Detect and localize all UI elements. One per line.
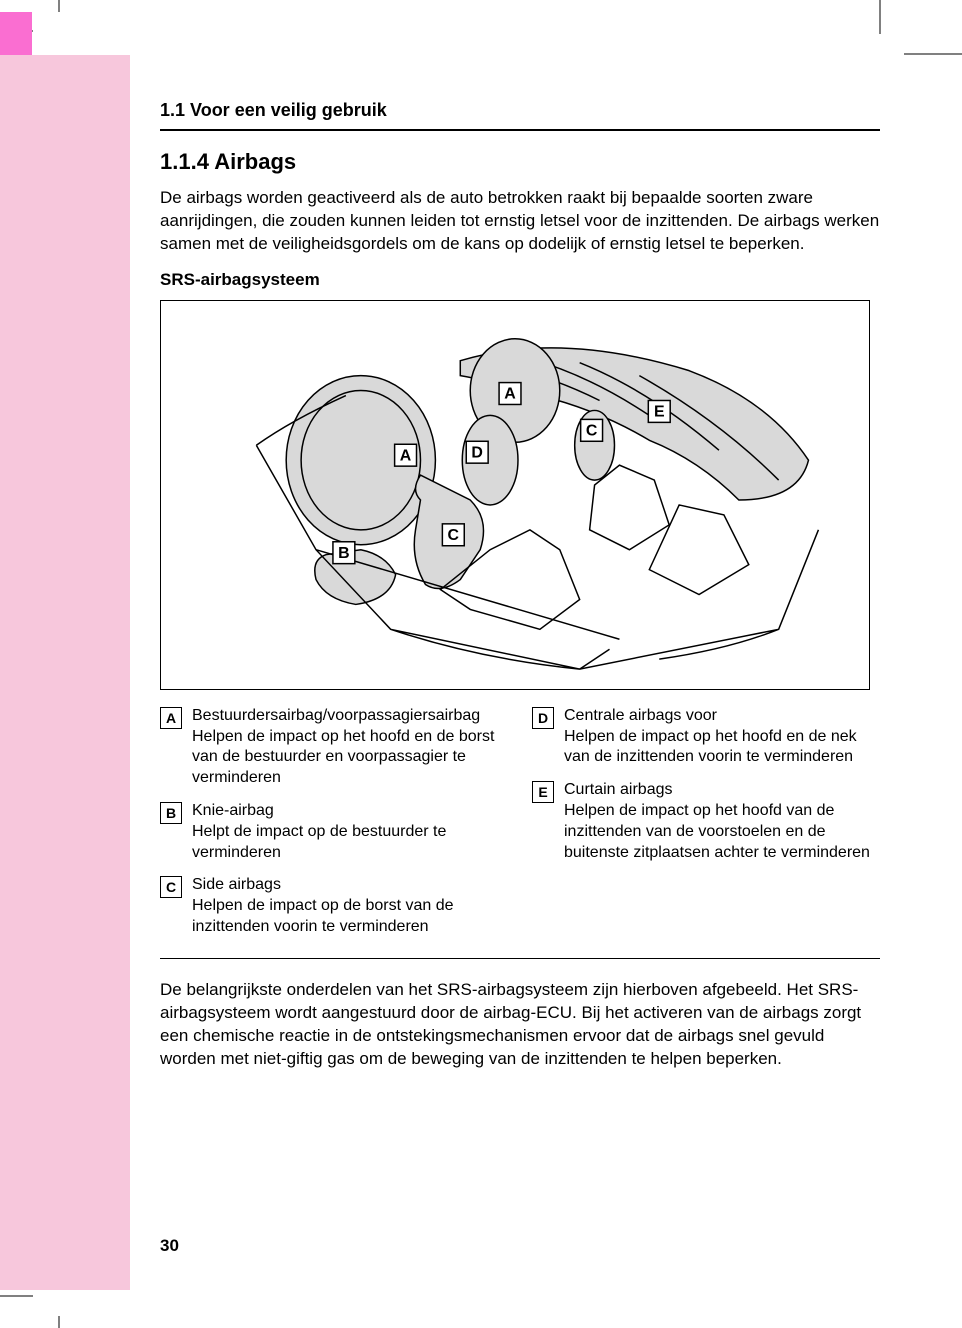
airbag-diagram: A A B C C D E (160, 300, 870, 690)
page-title: 1.1.4 Airbags (160, 149, 880, 175)
content-area: 1.1 Voor een veilig gebruik 1.1.4 Airbag… (160, 100, 880, 1071)
legend-item-title: Bestuurdersairbag/voorpassagiersairbag (192, 706, 508, 727)
diagram-marker-label: D (471, 444, 482, 461)
subheading: SRS-airbagsysteem (160, 270, 880, 290)
legend-column-left: ABestuurdersairbag/voorpassagiersairbagH… (160, 706, 508, 950)
page: 1.1 Voor een veilig gebruik 1.1.4 Airbag… (0, 0, 962, 1328)
pink-sidebar (0, 55, 130, 1290)
legend-item-title: Side airbags (192, 875, 508, 896)
diagram-marker-label: A (400, 447, 412, 464)
legend: ABestuurdersairbag/voorpassagiersairbagH… (160, 706, 880, 950)
legend-item-desc: Helpen de impact op de borst van de inzi… (192, 896, 508, 938)
legend-column-right: DCentrale airbags voorHelpen de impact o… (532, 706, 880, 950)
legend-text: Side airbagsHelpen de impact op de borst… (192, 875, 508, 937)
divider (160, 958, 880, 959)
legend-marker: D (532, 707, 554, 729)
diagram-marker-label: E (654, 403, 665, 420)
legend-marker: E (532, 781, 554, 803)
page-number: 30 (160, 1236, 179, 1256)
legend-item-title: Curtain airbags (564, 780, 880, 801)
legend-item: E Curtain airbagsHelpen de impact op het … (532, 780, 880, 863)
section-header: 1.1 Voor een veilig gebruik (160, 100, 880, 121)
legend-item-desc: Helpen de impact op het hoofd en de nek … (564, 727, 880, 769)
legend-item-desc: Helpt de impact op de bestuurder te verm… (192, 822, 508, 864)
legend-text: Curtain airbagsHelpen de impact op het h… (564, 780, 880, 863)
legend-text: Knie-airbagHelpt de impact op de bestuur… (192, 801, 508, 863)
legend-item: A Bestuurdersairbag/voorpassagiersairbagH… (160, 706, 508, 789)
legend-item: D Centrale airbags voorHelpen de impact o… (532, 706, 880, 768)
diagram-marker-label: C (586, 422, 598, 439)
legend-item-title: Knie-airbag (192, 801, 508, 822)
legend-marker: B (160, 802, 182, 824)
legend-marker: C (160, 876, 182, 898)
legend-marker: A (160, 707, 182, 729)
diagram-marker-label: A (504, 386, 516, 403)
legend-item-desc: Helpen de impact op het hoofd van de inz… (564, 801, 880, 863)
intro-paragraph: De airbags worden geactiveerd als de aut… (160, 187, 880, 256)
divider (160, 129, 880, 131)
legend-text: Bestuurdersairbag/voorpassagiersairbagHe… (192, 706, 508, 789)
closing-paragraph: De belangrijkste onderdelen van het SRS-… (160, 979, 880, 1071)
legend-text: Centrale airbags voorHelpen de impact op… (564, 706, 880, 768)
diagram-marker-label: B (338, 545, 350, 562)
legend-item-title: Centrale airbags voor (564, 706, 880, 727)
legend-item: C Side airbagsHelpen de impact op de bors… (160, 875, 508, 937)
diagram-marker-label: C (448, 527, 460, 544)
legend-item: B Knie-airbagHelpt de impact op de bestuu… (160, 801, 508, 863)
legend-item-desc: Helpen de impact op het hoofd en de bors… (192, 727, 508, 789)
